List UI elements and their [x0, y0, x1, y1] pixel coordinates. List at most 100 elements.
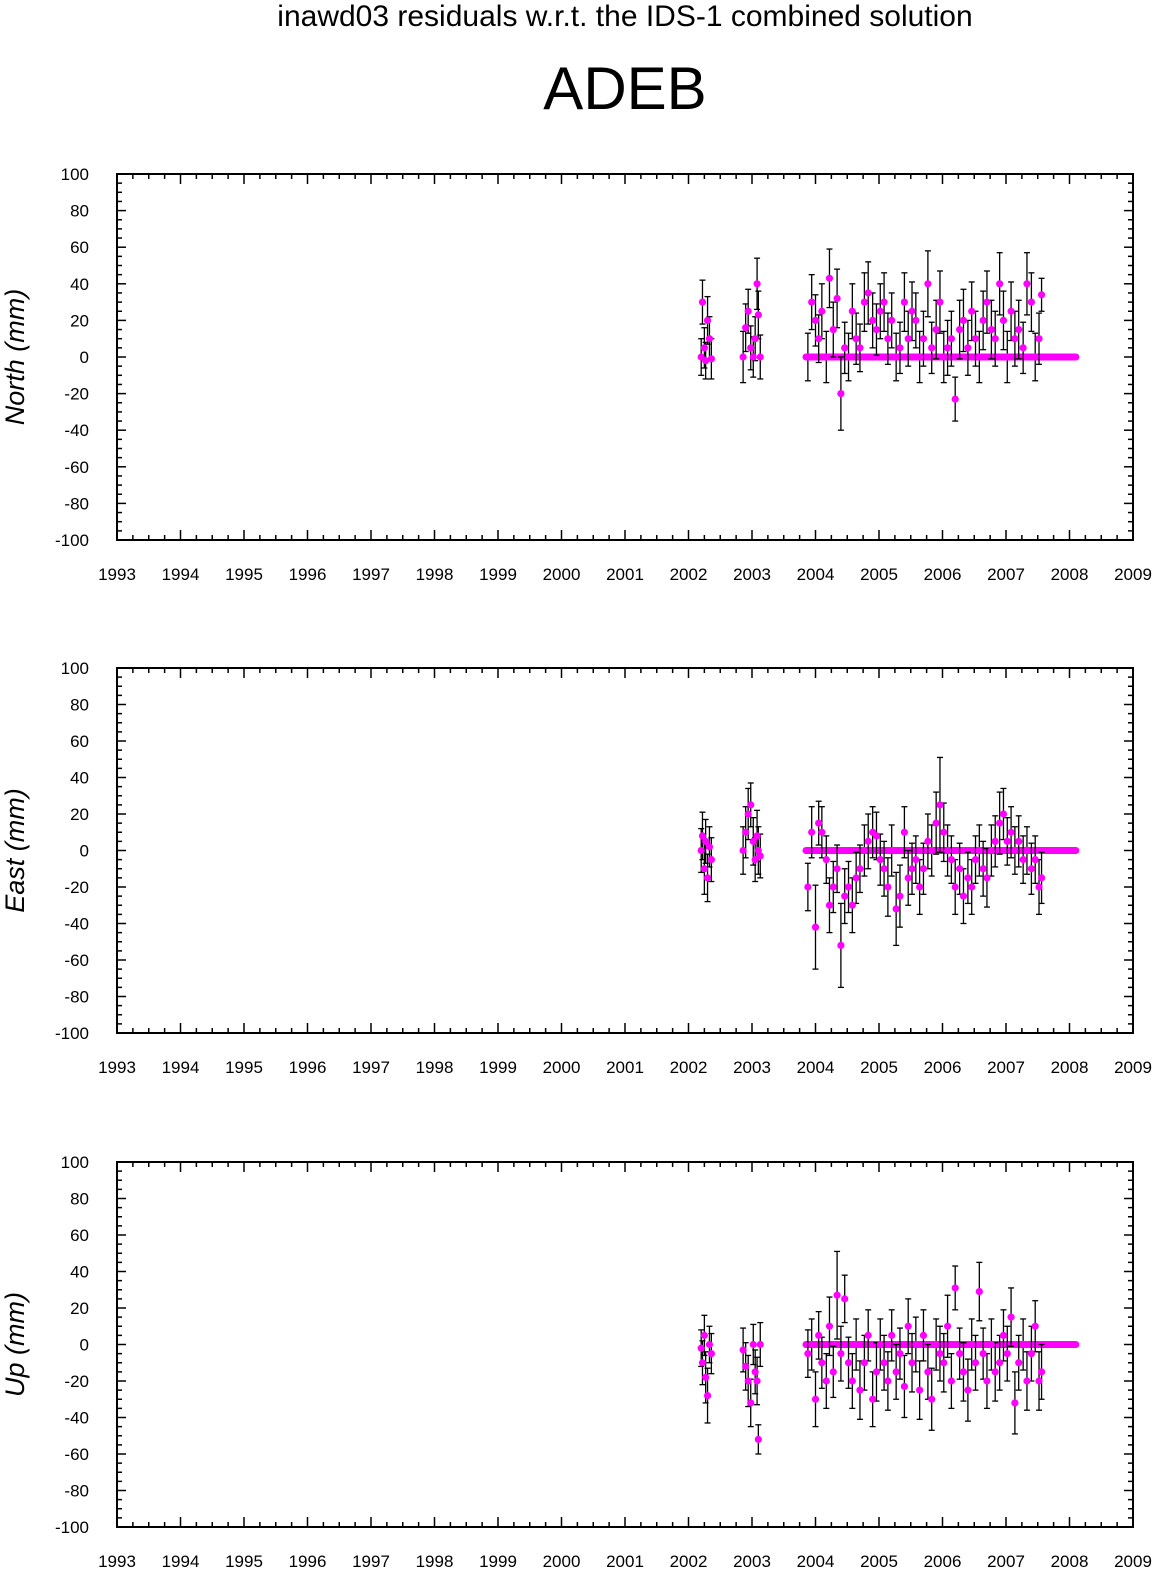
data-point	[848, 307, 856, 315]
data-point	[999, 316, 1008, 324]
data-point	[808, 1340, 816, 1349]
data-point	[815, 819, 823, 827]
data-point	[837, 941, 845, 950]
y-tick-label: -80	[64, 988, 89, 1007]
data-point	[1019, 1340, 1027, 1349]
data-point	[896, 344, 904, 352]
y-tick-label: -80	[64, 494, 89, 513]
y-axis-label: North (mm)	[0, 289, 30, 426]
y-tick-label: -20	[64, 385, 89, 404]
data-point	[987, 325, 995, 334]
y-tick-label: 40	[70, 275, 89, 294]
data-point	[705, 335, 714, 343]
data-point	[808, 828, 816, 836]
data-point	[912, 316, 920, 324]
data-point	[943, 344, 952, 352]
data-point	[975, 846, 983, 855]
y-tick-label: 0	[80, 1336, 89, 1355]
data-point	[983, 298, 991, 306]
x-tick-label: 2005	[860, 1058, 898, 1077]
data-point	[811, 923, 820, 931]
x-tick-label: 1998	[416, 1552, 454, 1571]
data-point	[928, 846, 936, 855]
data-point	[744, 810, 752, 818]
data-point	[951, 1284, 959, 1292]
data-point	[999, 1331, 1008, 1339]
data-point	[888, 846, 896, 855]
y-tick-label: 20	[70, 1299, 89, 1318]
data-point	[924, 837, 932, 845]
data-point	[852, 874, 860, 882]
data-point	[876, 856, 884, 864]
y-tick-label: -40	[64, 915, 89, 934]
data-point	[702, 1373, 710, 1381]
data-point	[959, 892, 968, 900]
data-point	[848, 1377, 856, 1385]
x-tick-label: 1998	[416, 1058, 454, 1077]
data-point	[860, 846, 868, 855]
data-point	[892, 1368, 900, 1376]
y-tick-label: 40	[70, 769, 89, 788]
data-point	[753, 1377, 761, 1385]
data-point	[1027, 1350, 1035, 1358]
x-tick-label: 1993	[98, 1552, 136, 1571]
data-point	[751, 856, 759, 864]
y-tick-label: 20	[70, 805, 89, 824]
data-point	[979, 1350, 987, 1358]
data-point	[932, 819, 940, 827]
data-point	[924, 280, 932, 288]
data-point	[825, 274, 834, 282]
data-point	[936, 801, 944, 809]
data-point	[951, 395, 959, 403]
data-point	[940, 1359, 948, 1367]
x-tick-label: 2001	[606, 1058, 644, 1077]
data-point	[916, 883, 924, 891]
data-point	[1003, 353, 1011, 361]
data-point	[1031, 353, 1039, 361]
data-point	[999, 810, 1008, 818]
x-tick-label: 2003	[733, 1552, 771, 1571]
data-point	[936, 298, 944, 306]
data-point	[751, 335, 759, 343]
data-point	[971, 856, 980, 864]
data-point	[904, 874, 912, 882]
data-point	[818, 307, 826, 315]
data-point	[825, 901, 834, 909]
x-tick-label: 1993	[98, 565, 136, 584]
data-point	[833, 1291, 841, 1299]
data-point	[756, 1340, 764, 1349]
data-point	[1035, 335, 1043, 343]
data-point	[1037, 291, 1046, 299]
y-tick-label: 60	[70, 238, 89, 257]
data-point	[951, 883, 959, 891]
data-point	[971, 335, 980, 343]
data-point	[940, 353, 948, 361]
data-point	[756, 852, 764, 860]
y-tick-label: 100	[61, 659, 89, 678]
x-tick-label: 2009	[1114, 1552, 1152, 1571]
data-point	[700, 865, 708, 873]
data-point	[908, 865, 916, 873]
data-point	[1035, 1377, 1043, 1385]
data-point	[983, 1377, 991, 1385]
data-point	[844, 883, 853, 891]
x-tick-label: 1995	[225, 1058, 263, 1077]
x-tick-label: 2009	[1114, 1058, 1152, 1077]
data-point	[833, 865, 841, 873]
data-point	[872, 325, 881, 334]
y-axis-label: Up (mm)	[0, 1292, 30, 1397]
x-tick-label: 2008	[1051, 1552, 1089, 1571]
data-point	[700, 344, 708, 352]
data-point	[742, 324, 750, 332]
data-point	[749, 1340, 757, 1349]
data-point	[904, 1322, 912, 1330]
x-tick-label: 2000	[543, 1058, 581, 1077]
x-tick-label: 2004	[797, 1552, 835, 1571]
data-point	[947, 1377, 955, 1385]
data-point	[754, 1435, 762, 1443]
x-tick-label: 2000	[543, 1552, 581, 1571]
data-point	[943, 1322, 952, 1330]
x-tick-label: 2007	[987, 1058, 1025, 1077]
data-point	[804, 1350, 812, 1358]
data-point	[702, 357, 710, 365]
